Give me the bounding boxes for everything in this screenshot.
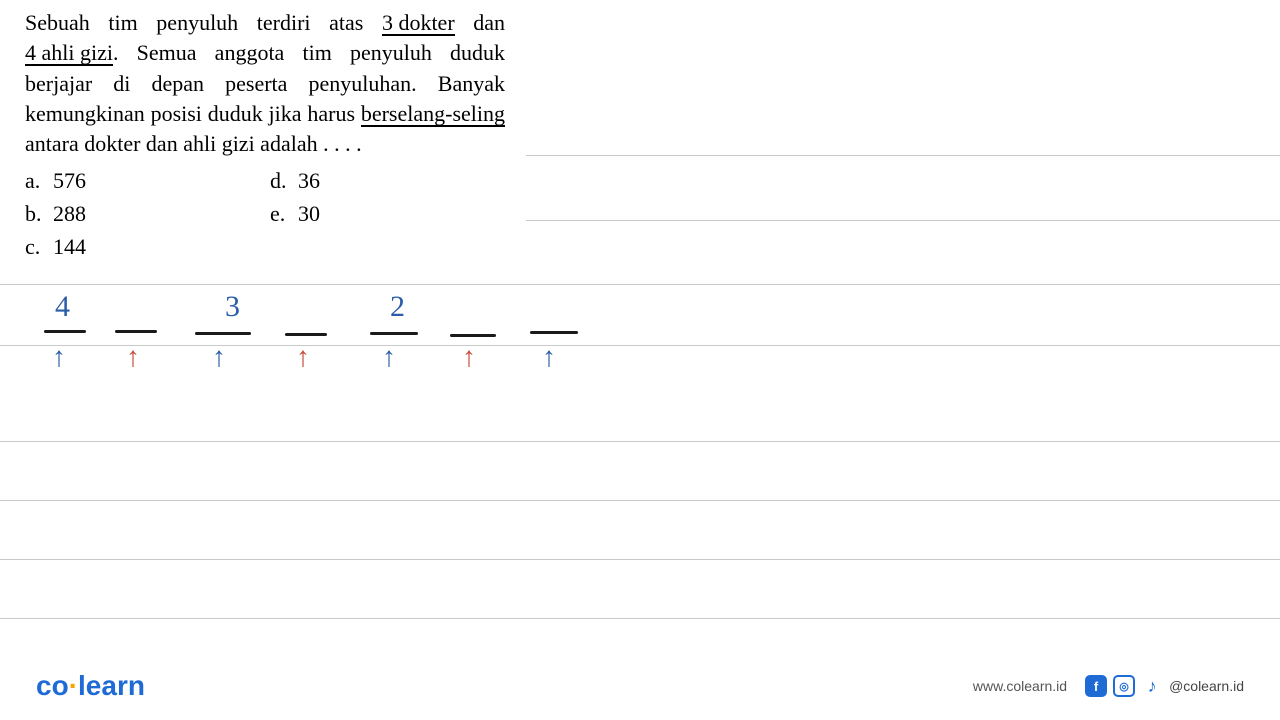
handwritten-underline [115, 330, 157, 333]
up-arrow-icon: ↑ [542, 342, 556, 374]
up-arrow-icon: ↑ [52, 342, 66, 374]
option-value: 288 [53, 197, 86, 230]
ruled-line [526, 155, 1280, 156]
ruled-line [0, 284, 1280, 285]
logo: co·learn [36, 670, 145, 702]
up-arrow-icon: ↑ [126, 342, 140, 374]
option-value: 576 [53, 164, 86, 197]
option-e: e. 30 [270, 197, 470, 230]
option-a: a. 576 [25, 164, 255, 197]
up-arrow-icon: ↑ [462, 342, 476, 374]
footer-url: www.colearn.id [973, 678, 1067, 694]
logo-learn: learn [78, 670, 145, 701]
question-text: Sebuah tim penyuluh terdiri atas 3 dokte… [25, 8, 505, 160]
q-underline-2: 4 ahli gizi [25, 41, 113, 66]
option-c: c. 144 [25, 230, 255, 263]
ruled-line [0, 345, 1280, 346]
handwritten-number: 4 [55, 290, 70, 324]
handwritten-underline [530, 331, 578, 334]
up-arrow-icon: ↑ [296, 342, 310, 374]
ruled-line [0, 618, 1280, 619]
q-part-1: Sebuah tim penyuluh terdiri atas [25, 10, 382, 35]
q-underline-1: 3 dokter [382, 11, 455, 36]
handwritten-underline [44, 330, 86, 333]
option-letter: b. [25, 197, 53, 230]
q-part-4: antara dokter dan ahli gizi adalah . . .… [25, 131, 362, 156]
option-letter: c. [25, 230, 53, 263]
instagram-icon: ◎ [1113, 675, 1135, 697]
tiktok-icon: ♪ [1141, 675, 1163, 697]
handwritten-number: 2 [390, 290, 405, 324]
q-underline-3: berselang-seling [361, 102, 505, 127]
handwritten-number: 3 [225, 290, 240, 324]
option-value: 36 [298, 164, 320, 197]
up-arrow-icon: ↑ [382, 342, 396, 374]
option-letter: d. [270, 164, 298, 197]
ruled-line [0, 500, 1280, 501]
handwritten-underline [450, 334, 496, 337]
ruled-line [0, 559, 1280, 560]
facebook-icon: f [1085, 675, 1107, 697]
option-d: d. 36 [270, 164, 470, 197]
logo-co: co [36, 670, 69, 701]
handwritten-underline [195, 332, 251, 335]
social-handle: @colearn.id [1169, 678, 1244, 694]
option-b: b. 288 [25, 197, 255, 230]
logo-dot: · [69, 670, 78, 701]
social-icons: f ◎ ♪ @colearn.id [1085, 675, 1244, 697]
option-letter: a. [25, 164, 53, 197]
ruled-line [0, 441, 1280, 442]
handwritten-underline [285, 333, 327, 336]
option-value: 30 [298, 197, 320, 230]
q-part-2: dan [455, 10, 505, 35]
option-value: 144 [53, 230, 86, 263]
option-letter: e. [270, 197, 298, 230]
ruled-line [526, 220, 1280, 221]
up-arrow-icon: ↑ [212, 342, 226, 374]
footer: co·learn www.colearn.id f ◎ ♪ @colearn.i… [0, 670, 1280, 702]
handwritten-underline [370, 332, 418, 335]
